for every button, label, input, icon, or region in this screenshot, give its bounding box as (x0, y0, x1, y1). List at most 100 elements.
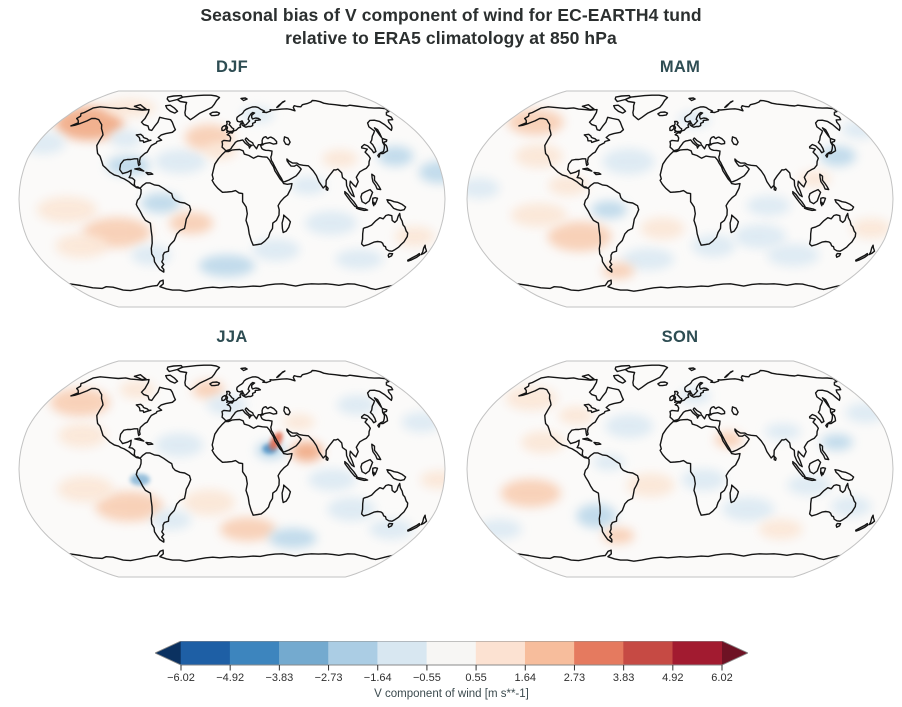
bias-blob (151, 509, 192, 530)
panel-title-jja: JJA (216, 328, 248, 346)
map-mam (465, 86, 895, 312)
bias-blob (269, 431, 283, 450)
bias-blob (820, 434, 853, 451)
bias-blob (336, 394, 377, 415)
bias-blob (57, 476, 114, 503)
colorbar-axis-label: V component of wind [m s**-1] (374, 688, 529, 700)
bias-blob (515, 144, 563, 169)
map-jja (17, 356, 447, 582)
bias-blob (131, 245, 172, 266)
colorbar-bar (153, 640, 750, 671)
bias-blob (842, 120, 878, 139)
bias-blob (602, 527, 635, 544)
bias-blob (335, 249, 384, 270)
map-border (466, 90, 894, 308)
bias-blob (169, 212, 214, 235)
colorbar: −6.02 −4.92 −3.83 −2.73 −1.64 −0.55 0.55 1.64 2.… (153, 640, 750, 701)
colorbar-tick-label: −6.02 (167, 672, 195, 684)
colorbar-tick-label: 3.83 (612, 672, 635, 684)
bias-blob (291, 441, 324, 462)
colorbar-segment (279, 641, 329, 665)
colorbar-segment (426, 641, 477, 665)
bias-blob (21, 131, 66, 154)
bias-blob (394, 226, 435, 247)
bias-blob (252, 238, 300, 261)
bias-blob (55, 233, 108, 258)
bias-blob (268, 528, 317, 549)
colorbar-segment (623, 641, 674, 665)
bias-blob (722, 497, 775, 522)
bias-blob (547, 221, 612, 252)
colorbar-tick-label: 0.55 (465, 672, 487, 684)
coastlines (516, 94, 876, 292)
bias-blob (605, 414, 654, 439)
bias-blob (764, 423, 801, 440)
colorbar-extend-right (722, 641, 748, 665)
map-son (465, 356, 895, 582)
bias-blob (507, 109, 564, 136)
coastlines (68, 94, 428, 292)
bias-blob (106, 155, 151, 176)
bias-field (467, 109, 892, 279)
bias-blob (602, 148, 655, 175)
bias-blob (548, 175, 589, 196)
bias-blob (787, 475, 832, 496)
map-background (19, 361, 445, 577)
bias-blob (622, 248, 675, 271)
bias-blob (602, 262, 635, 279)
bias-blob (477, 519, 522, 540)
bias-blob (119, 380, 156, 399)
colorbar-tick-label: 4.92 (662, 672, 684, 684)
map-svg-jja (18, 360, 446, 578)
panel-title-son: SON (661, 328, 699, 346)
bias-blob (831, 496, 872, 517)
figure-title: Seasonal bias of V component of wind for… (0, 4, 902, 50)
bias-blob (155, 432, 204, 457)
colorbar-tick-labels: −6.02 −4.92 −3.83 −2.73 −1.64 −0.55 0.55 1.64 2.… (155, 672, 748, 686)
colorbar-tick-label: 2.73 (563, 672, 586, 684)
bias-blob (154, 149, 207, 174)
bias-blob (746, 195, 791, 216)
bias-blob (183, 489, 235, 516)
figure-title-line2: relative to ERA5 climatology at 850 hPa (285, 28, 617, 49)
bias-blob (511, 203, 567, 228)
colorbar-tick-label: −1.64 (363, 672, 392, 684)
map-border (18, 360, 446, 578)
bias-blob (50, 388, 110, 417)
coastlines (516, 364, 876, 562)
bias-blob (520, 431, 565, 454)
bias-blob (290, 176, 327, 195)
bias-blob (55, 106, 124, 141)
colorbar-segment (475, 641, 526, 665)
colorbar-tick-label: −0.55 (412, 672, 441, 684)
bias-blob (109, 129, 142, 148)
colorbar-tick-label: −2.73 (314, 672, 343, 684)
colorbar-tick-label: −4.92 (216, 672, 245, 684)
colorbar-extend-left (155, 641, 181, 665)
bias-blob (95, 491, 164, 522)
coastlines (68, 364, 428, 562)
bias-blob (327, 497, 376, 522)
map-svg-djf (18, 90, 446, 308)
bias-blob (767, 244, 820, 267)
panel-title-mam: MAM (659, 58, 701, 76)
bias-blob (305, 211, 358, 236)
colorbar-tick-label: 1.64 (514, 672, 536, 684)
figure-title-line1: Seasonal bias of V component of wind for… (200, 5, 702, 25)
bias-blob (104, 98, 156, 117)
colorbar-segment (229, 641, 280, 665)
colorbar-segment (574, 641, 624, 665)
bias-blob (500, 479, 561, 508)
map-border (18, 90, 446, 308)
bias-blob (467, 178, 500, 199)
bias-blob (141, 193, 182, 213)
bias-blob (798, 170, 831, 187)
colorbar-tick-label: −3.83 (265, 672, 294, 684)
map-svg-son (466, 360, 894, 578)
bias-blob (591, 200, 628, 219)
bias-blob (36, 196, 97, 223)
panel-title-djf: DJF (215, 58, 249, 76)
bias-blob (505, 386, 558, 411)
bias-blob (219, 517, 276, 542)
